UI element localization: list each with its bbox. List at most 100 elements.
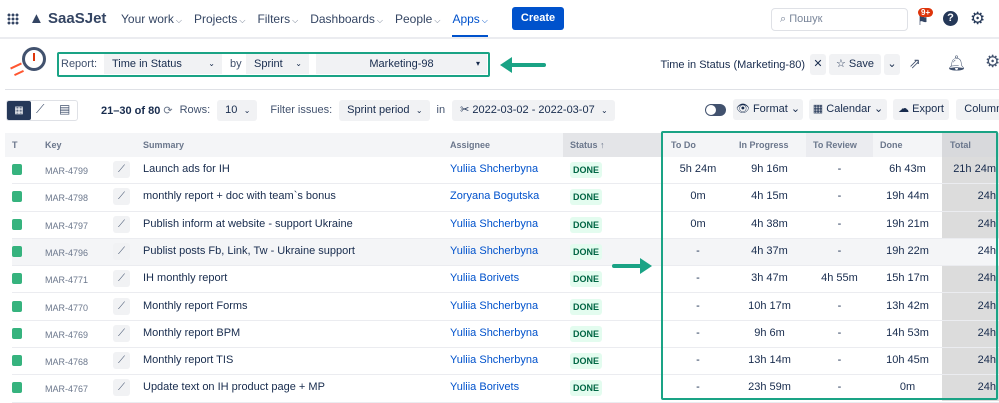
- refresh-icon[interactable]: ⟳: [163, 104, 173, 117]
- issue-summary[interactable]: IH monthly report: [143, 272, 228, 285]
- date-range-select[interactable]: ✂︎ 2022-03-02 - 2022-03-07 ⌄: [452, 99, 615, 121]
- format-button[interactable]: 👁︎ Format ⌄: [733, 99, 803, 120]
- issue-assignee[interactable]: Yuliia Shcherbyna: [450, 326, 539, 339]
- table-row[interactable]: MAR-4799 ⟋ Launch ads for IH Yuliia Shcherb…: [12, 157, 999, 185]
- issue-chart-icon[interactable]: ⟋: [113, 161, 130, 178]
- header-total[interactable]: Total: [942, 133, 999, 157]
- nav-menu: Your work ⌵ Projects ⌵ Filters ⌵ Dashboards…: [121, 0, 565, 37]
- issue-chart-icon[interactable]: ⟋: [113, 215, 130, 233]
- create-button[interactable]: Create: [511, 7, 565, 30]
- issue-key[interactable]: MAR-4770: [45, 302, 89, 313]
- save-button[interactable]: ☆ Save: [829, 54, 881, 75]
- issue-summary[interactable]: Launch ads for IH: [143, 163, 230, 175]
- clear-report-button[interactable]: ✕: [810, 54, 826, 75]
- save-options-button[interactable]: ⌄: [884, 54, 900, 75]
- calendar-icon: ▦: [812, 103, 824, 115]
- issue-key[interactable]: MAR-4767: [45, 384, 89, 395]
- header-t[interactable]: T: [12, 133, 18, 157]
- issue-summary[interactable]: Monthly report Forms: [143, 299, 248, 312]
- group-by-select[interactable]: Sprint ⌄: [246, 54, 309, 74]
- issue-assignee[interactable]: Zoryana Bogutska: [450, 190, 540, 203]
- issue-summary[interactable]: monthly report + doc with team`s bonus: [143, 190, 336, 203]
- nav-your-work[interactable]: Your work ⌵: [121, 11, 182, 26]
- time-to-review: -: [837, 217, 842, 230]
- export-button[interactable]: ☁︎ Export: [893, 99, 949, 120]
- header-in-progress[interactable]: In Progress: [733, 133, 806, 157]
- header-status[interactable]: Status ↑: [563, 133, 661, 157]
- report-type-select[interactable]: Time in Status ⌄: [104, 54, 222, 74]
- issue-summary[interactable]: Publish inform at website - support Ukra…: [143, 217, 353, 230]
- issue-summary[interactable]: Publist posts Fb, Link, Tw - Ukraine sup…: [143, 244, 355, 257]
- issue-assignee[interactable]: Yuliia Borivets: [450, 272, 520, 285]
- header-todo[interactable]: To Do: [663, 133, 733, 157]
- time-todo: -: [696, 381, 700, 394]
- issue-summary[interactable]: Monthly report TIS: [143, 354, 234, 367]
- rows-select[interactable]: 10 ⌄: [217, 99, 258, 121]
- nav-filters[interactable]: Filters ⌵: [257, 11, 299, 26]
- issue-summary[interactable]: Monthly report BPM: [143, 326, 241, 339]
- issue-chart-icon[interactable]: ⟋: [113, 188, 130, 206]
- issue-chart-icon[interactable]: ⟋: [113, 242, 130, 260]
- issue-key[interactable]: MAR-4799: [45, 166, 89, 176]
- share-icon[interactable]: ⇗: [909, 55, 921, 71]
- table-row[interactable]: MAR-4768 ⟋ Monthly report TIS Yuliia Shcher…: [12, 348, 999, 376]
- time-total: 24h: [977, 354, 996, 367]
- grid-view-icon[interactable]: ▦: [7, 101, 31, 120]
- issue-chart-icon[interactable]: ⟋: [113, 379, 130, 397]
- nav-projects[interactable]: Projects ⌵: [194, 11, 246, 26]
- nav-apps[interactable]: Apps ⌵: [452, 1, 488, 37]
- nav-people[interactable]: People ⌵: [394, 11, 441, 26]
- issue-key[interactable]: MAR-4797: [45, 220, 89, 231]
- header-done[interactable]: Done: [873, 133, 942, 157]
- issue-chart-icon[interactable]: ⟋: [113, 324, 130, 342]
- toggle-switch[interactable]: [705, 104, 726, 116]
- issue-chart-icon[interactable]: ⟋: [113, 352, 130, 370]
- header-summary[interactable]: Summary: [143, 133, 185, 157]
- status-badge: DONE: [570, 325, 603, 342]
- calendar-button[interactable]: ▦ Calendar ⌄: [809, 99, 887, 120]
- issue-key[interactable]: MAR-4771: [45, 275, 89, 286]
- sprint-select[interactable]: Marketing-98 ▾: [316, 54, 487, 74]
- table-row[interactable]: MAR-4798 ⟋ monthly report + doc with team`…: [12, 184, 999, 212]
- issue-assignee[interactable]: Yuliia Shcherbyna: [450, 299, 539, 312]
- issue-assignee[interactable]: Yuliia Borivets: [450, 381, 520, 394]
- issue-assignee[interactable]: Yuliia Shcherbyna: [450, 244, 539, 257]
- app-switcher-icon[interactable]: [7, 13, 19, 25]
- header-key[interactable]: Key: [45, 133, 62, 157]
- view-switcher: ▦ ⟋ ▤: [6, 100, 78, 121]
- time-todo: -: [696, 354, 700, 367]
- issue-key[interactable]: MAR-4798: [45, 193, 89, 204]
- chart-view-icon[interactable]: ⟋: [36, 102, 45, 116]
- issue-assignee[interactable]: Yuliia Shcherbyna: [450, 163, 539, 175]
- table-row[interactable]: MAR-4797 ⟋ Publish inform at website - sup…: [12, 212, 999, 239]
- header-assignee[interactable]: Assignee: [450, 133, 491, 157]
- bell-icon[interactable]: 🔔︎: [947, 55, 967, 72]
- status-badge: DONE: [570, 216, 603, 233]
- issue-key[interactable]: MAR-4768: [45, 357, 89, 368]
- search-input[interactable]: ⌕ Пошук: [771, 8, 908, 31]
- columns-button[interactable]: Columns: [956, 99, 999, 120]
- search-icon: ⌕: [780, 13, 787, 25]
- issue-key[interactable]: MAR-4769: [45, 329, 89, 340]
- table-row[interactable]: MAR-4770 ⟋ Monthly report Forms Yuliia Shch…: [12, 294, 999, 321]
- help-icon[interactable]: ?: [943, 11, 958, 26]
- table-row[interactable]: MAR-4796 ⟋ Publist posts Fb, Link, Tw - Uk…: [12, 238, 999, 267]
- top-nav: ▲ SaaSJet Your work ⌵ Projects ⌵ Filters ⌵ …: [0, 0, 999, 39]
- nav-dashboards[interactable]: Dashboards ⌵: [310, 11, 383, 26]
- header-to-review[interactable]: To Review: [806, 133, 873, 157]
- table-row[interactable]: MAR-4771 ⟋ IH monthly report Yuliia Borivet…: [12, 266, 999, 294]
- issue-assignee[interactable]: Yuliia Shcherbyna: [450, 217, 539, 230]
- issue-chart-icon[interactable]: ⟋: [113, 297, 130, 315]
- saasjet-logo[interactable]: ▲ SaaSJet: [29, 10, 107, 27]
- issue-assignee[interactable]: Yuliia Shcherbyna: [450, 354, 539, 367]
- issue-chart-icon[interactable]: ⟋: [113, 270, 130, 288]
- notifications-icon[interactable]: ⚑: [917, 13, 929, 28]
- issue-key[interactable]: MAR-4796: [45, 247, 89, 258]
- settings-icon[interactable]: ⚙: [970, 9, 986, 28]
- table-row[interactable]: MAR-4769 ⟋ Monthly report BPM Yuliia Shcher…: [12, 321, 999, 349]
- report-settings-icon[interactable]: ⚙: [985, 52, 999, 71]
- report-label: Report:: [61, 58, 98, 70]
- filter-issues-select[interactable]: Sprint period ⌄: [339, 99, 430, 121]
- table-view-icon[interactable]: ▤: [59, 102, 71, 116]
- issue-summary[interactable]: Update text on IH product page + MP: [143, 381, 325, 394]
